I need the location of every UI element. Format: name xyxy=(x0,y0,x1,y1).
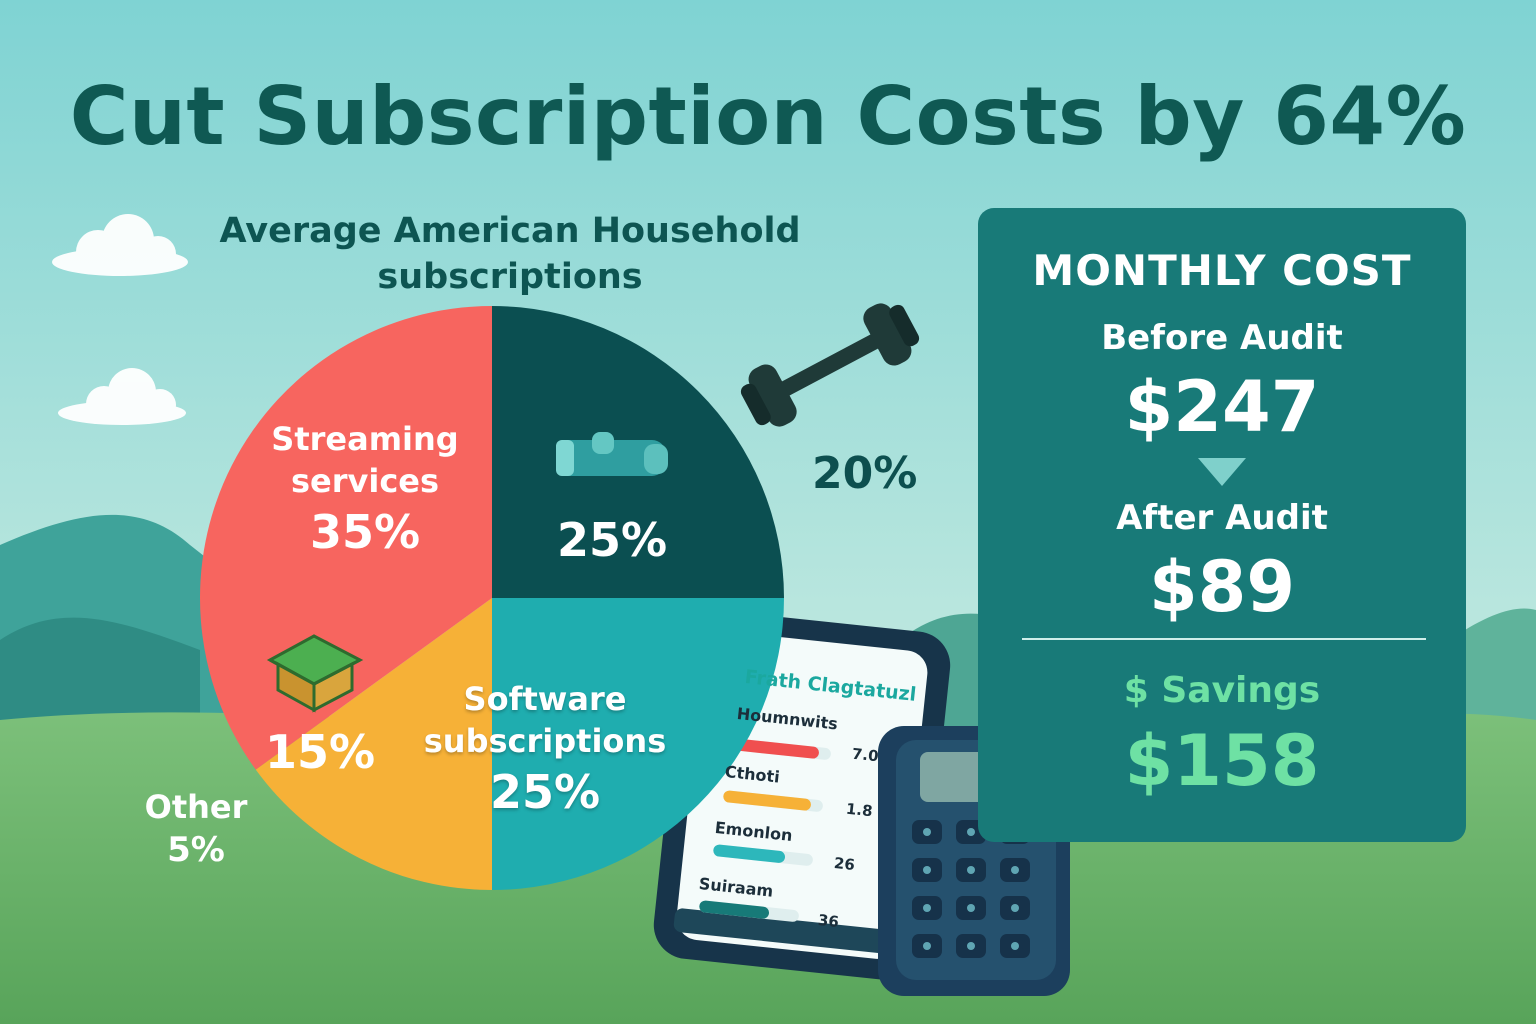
chart-title-line: Average American Household xyxy=(219,211,801,251)
slice-label-streaming: Streaming services 35% xyxy=(271,418,458,562)
phone-row-value: 36 xyxy=(817,910,840,932)
slice-value: 5% xyxy=(167,830,225,870)
pie-slice-software xyxy=(492,598,784,890)
panel-heading: MONTHLY COST xyxy=(1032,246,1412,295)
calculator-key-mark xyxy=(967,942,975,950)
calculator-key-mark xyxy=(923,904,931,912)
phone-row-value: 1.8 xyxy=(845,799,874,821)
outside-label-20: 20% xyxy=(812,448,918,499)
slice-value: 25% xyxy=(556,513,668,567)
chart-title: Average American Household subscriptions xyxy=(200,208,820,300)
phone-bars xyxy=(699,738,831,922)
slice-name: Software xyxy=(463,680,627,718)
calculator-key-mark xyxy=(923,942,931,950)
dumbbell-icon xyxy=(740,303,920,427)
gloves-icon xyxy=(556,432,668,476)
calculator-key-mark xyxy=(967,828,975,836)
phone-bar xyxy=(699,900,770,919)
chart-title-line: subscriptions xyxy=(377,257,643,297)
savings-label: $ Savings xyxy=(1123,670,1321,711)
monthly-cost-panel: MONTHLY COST Before Audit $247 After Aud… xyxy=(978,208,1466,842)
calculator-key-mark xyxy=(923,828,931,836)
pie-slice-streaming xyxy=(199,306,492,770)
slice-value: 15% xyxy=(264,725,376,779)
slice-label-yellow: 15% xyxy=(265,722,375,782)
down-arrow-icon xyxy=(1198,458,1246,486)
slice-label-other: Other 5% xyxy=(145,786,248,872)
phone-row-value: 7.0 xyxy=(851,744,880,766)
before-audit-value: $247 xyxy=(1124,366,1320,448)
phone-row-value: 26 xyxy=(833,853,856,875)
savings-value: $158 xyxy=(1124,720,1320,802)
phone-bar xyxy=(723,790,811,811)
after-audit-value: $89 xyxy=(1148,546,1296,628)
slice-name: services xyxy=(290,462,440,500)
slice-name: Streaming xyxy=(271,420,459,458)
slice-name: Other xyxy=(144,788,248,826)
page-title: Cut Subscription Costs by 64% xyxy=(69,70,1467,163)
phone-bar xyxy=(731,738,819,759)
slice-value: 35% xyxy=(309,505,421,559)
calculator-key-mark xyxy=(923,866,931,874)
before-audit-label: Before Audit xyxy=(1101,318,1343,358)
after-audit-label: After Audit xyxy=(1116,498,1328,538)
calculator-key-mark xyxy=(967,866,975,874)
phone-bar xyxy=(713,844,786,863)
slice-value: 25% xyxy=(489,765,601,819)
cloud-icon xyxy=(52,214,188,276)
box-icon xyxy=(266,634,364,713)
pie-slice-yellow xyxy=(255,598,492,890)
slice-label-dark: 25% xyxy=(557,510,667,570)
slice-name: subscriptions xyxy=(423,722,667,760)
calculator-key-mark xyxy=(1011,904,1019,912)
calculator-key-mark xyxy=(1011,866,1019,874)
slice-label-software: Software subscriptions 25% xyxy=(424,678,666,822)
cloud-icon xyxy=(58,368,186,425)
calculator-key-mark xyxy=(967,904,975,912)
calculator-key-mark xyxy=(1011,942,1019,950)
panel-divider xyxy=(1022,638,1426,640)
